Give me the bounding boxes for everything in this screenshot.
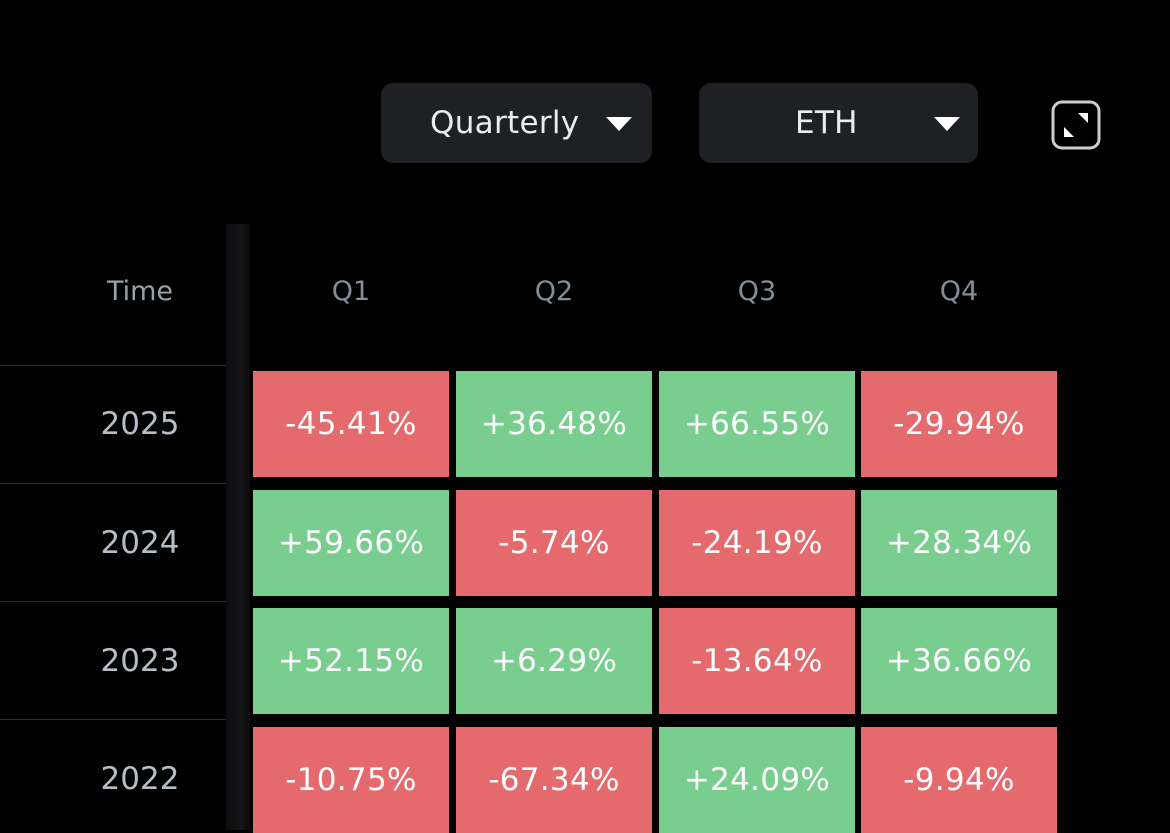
year-label-2024: 2024 xyxy=(100,525,180,561)
return-cell[interactable]: +28.34% xyxy=(861,490,1057,596)
row-divider xyxy=(0,365,226,366)
return-cell[interactable]: +24.09% xyxy=(659,727,855,833)
expand-icon xyxy=(1051,100,1101,150)
column-header-q1: Q1 xyxy=(331,276,371,307)
row-divider xyxy=(0,719,226,720)
asset-dropdown[interactable]: ETH xyxy=(699,83,978,163)
return-cell[interactable]: +52.15% xyxy=(253,608,449,714)
return-cell[interactable]: +6.29% xyxy=(456,608,652,714)
return-cell[interactable]: -5.74% xyxy=(456,490,652,596)
period-dropdown[interactable]: Quarterly xyxy=(381,83,652,163)
return-cell[interactable]: -13.64% xyxy=(659,608,855,714)
column-header-q4: Q4 xyxy=(939,276,979,307)
row-divider xyxy=(0,483,226,484)
return-cell[interactable]: -29.94% xyxy=(861,371,1057,477)
year-label-2025: 2025 xyxy=(100,406,180,442)
return-cell[interactable]: -9.94% xyxy=(861,727,1057,833)
column-header-q2: Q2 xyxy=(534,276,574,307)
caret-down-icon xyxy=(934,117,960,131)
year-label-2023: 2023 xyxy=(100,643,180,679)
caret-down-icon xyxy=(606,117,632,131)
return-cell[interactable]: -67.34% xyxy=(456,727,652,833)
time-column-header: Time xyxy=(106,276,174,307)
sticky-column-shadow xyxy=(226,224,250,830)
asset-dropdown-label: ETH xyxy=(795,105,858,141)
column-header-q3: Q3 xyxy=(737,276,777,307)
return-cell[interactable]: -45.41% xyxy=(253,371,449,477)
return-cell[interactable]: +36.66% xyxy=(861,608,1057,714)
period-dropdown-label: Quarterly xyxy=(430,105,580,141)
return-cell[interactable]: -10.75% xyxy=(253,727,449,833)
year-label-2022: 2022 xyxy=(100,761,180,797)
row-divider xyxy=(0,601,226,602)
return-cell[interactable]: -24.19% xyxy=(659,490,855,596)
return-cell[interactable]: +66.55% xyxy=(659,371,855,477)
return-cell[interactable]: +59.66% xyxy=(253,490,449,596)
return-cell[interactable]: +36.48% xyxy=(456,371,652,477)
expand-button[interactable] xyxy=(1051,100,1101,150)
